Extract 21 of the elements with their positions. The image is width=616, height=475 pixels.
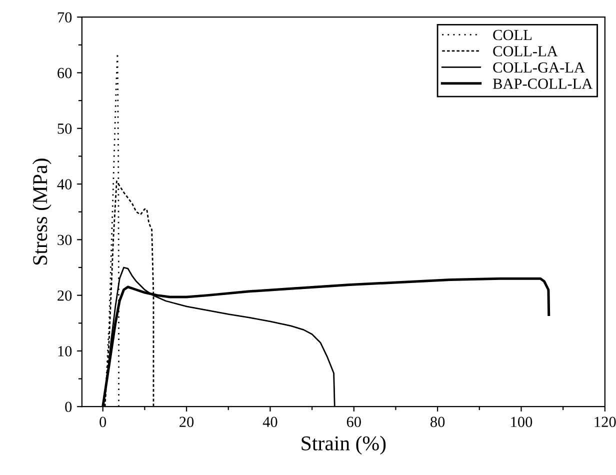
y-tick-label: 40 bbox=[57, 179, 72, 190]
y-tick-label: 50 bbox=[58, 124, 72, 134]
x-tick-label: 0 bbox=[100, 416, 106, 428]
y-tick-label: 0 bbox=[65, 402, 72, 412]
legend-label: COLL-LA bbox=[493, 46, 558, 56]
x-tick-label: 80 bbox=[430, 416, 445, 428]
y-axis-title: Stress (MPa) bbox=[32, 158, 52, 265]
y-tick-label: 70 bbox=[58, 12, 72, 23]
y-tick-label: 60 bbox=[58, 68, 72, 78]
legend-label: COLL-GA-LA bbox=[493, 62, 585, 73]
x-axis-title: Strain (%) bbox=[302, 436, 386, 455]
legend-label: BAP-COLL-LA bbox=[492, 78, 593, 89]
x-tick-label: 60 bbox=[346, 416, 361, 428]
y-tick-label: 10 bbox=[58, 346, 72, 356]
legend-label: COLL bbox=[493, 30, 532, 40]
y-tick-label: 30 bbox=[58, 234, 72, 246]
x-tick-label: 120 bbox=[594, 416, 616, 428]
y-tick-label: 20 bbox=[58, 290, 72, 301]
x-tick-label: 100 bbox=[511, 416, 532, 428]
x-tick-label: 20 bbox=[180, 416, 194, 428]
x-tick-label: 40 bbox=[262, 416, 278, 428]
